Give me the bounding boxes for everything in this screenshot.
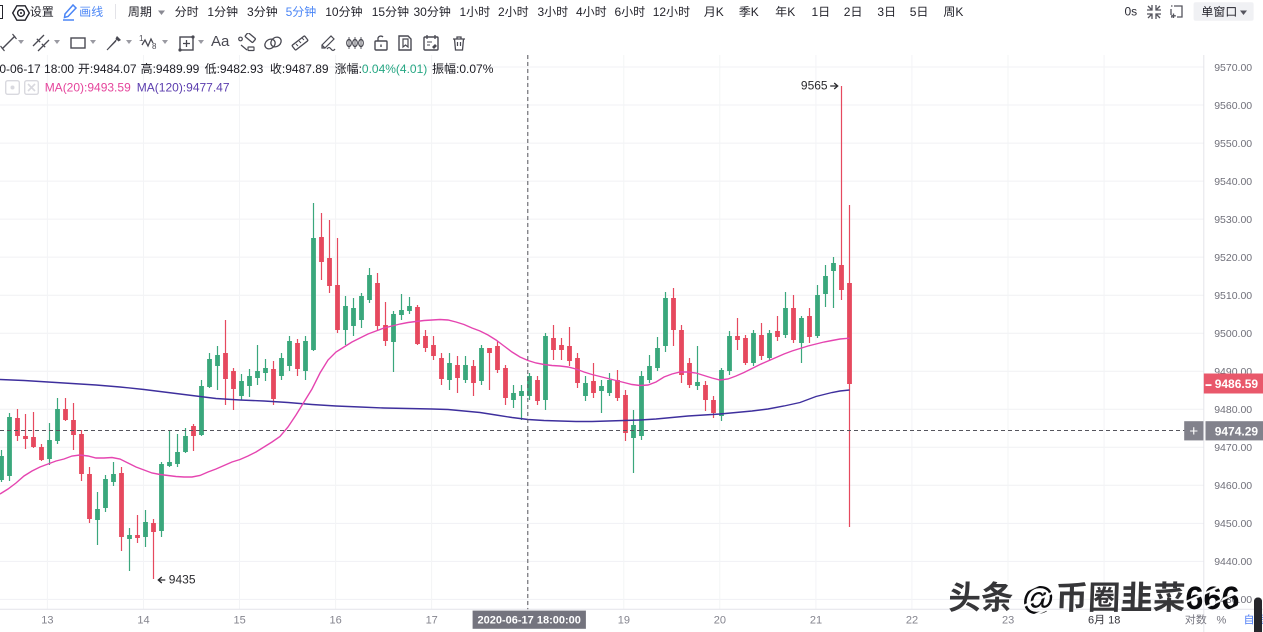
svg-text:21: 21	[810, 615, 822, 627]
svg-text:15: 15	[372, 5, 386, 19]
svg-text:2020-06-17 18:00:00: 2020-06-17 18:00:00	[478, 615, 581, 627]
svg-text:+: +	[1189, 423, 1198, 440]
svg-text:2: 2	[498, 5, 505, 19]
svg-text:30: 30	[414, 5, 428, 19]
svg-text:%: %	[1217, 615, 1227, 627]
svg-text:14: 14	[137, 615, 149, 627]
svg-text:19: 19	[618, 615, 630, 627]
svg-text:K: K	[716, 5, 724, 19]
svg-text:18: 18	[1105, 615, 1120, 627]
svg-text:6: 6	[1088, 615, 1094, 627]
svg-text:1: 1	[460, 5, 467, 19]
svg-text::9482.93: :9482.93	[217, 62, 264, 76]
svg-text:9435: 9435	[169, 573, 196, 587]
svg-text:9530.00: 9530.00	[1214, 214, 1252, 226]
svg-text:9550.00: 9550.00	[1214, 138, 1252, 150]
svg-text:K: K	[787, 5, 795, 19]
svg-text:4: 4	[576, 5, 583, 19]
svg-text:13: 13	[41, 615, 53, 627]
svg-text:1: 1	[207, 5, 214, 19]
svg-text:5: 5	[910, 5, 917, 19]
svg-text:9565: 9565	[801, 79, 828, 93]
svg-text::9487.89: :9487.89	[282, 62, 329, 76]
svg-text:10: 10	[325, 5, 339, 19]
svg-text:9460.00: 9460.00	[1214, 480, 1252, 492]
svg-text:3: 3	[877, 5, 884, 19]
svg-text:9430.00: 9430.00	[1214, 594, 1252, 606]
svg-text:9486.59: 9486.59	[1215, 377, 1259, 391]
svg-text:9520.00: 9520.00	[1214, 252, 1252, 264]
svg-text::0.07%: :0.07%	[456, 62, 494, 76]
svg-text:3: 3	[538, 5, 545, 19]
svg-text::9489.99: :9489.99	[153, 62, 200, 76]
svg-text:20: 20	[714, 615, 726, 627]
svg-text:K: K	[955, 5, 963, 19]
svg-text:22: 22	[906, 615, 918, 627]
svg-text:1: 1	[812, 5, 819, 19]
svg-text:23: 23	[1002, 615, 1014, 627]
svg-text:9480.00: 9480.00	[1214, 404, 1252, 416]
svg-text:9540.00: 9540.00	[1214, 176, 1252, 188]
svg-text:16: 16	[329, 615, 341, 627]
svg-text:17: 17	[426, 615, 438, 627]
svg-text::: :	[359, 62, 362, 76]
svg-text:9440.00: 9440.00	[1214, 556, 1252, 568]
svg-text:1: 1	[139, 34, 144, 43]
svg-text:MA(120):9477.47: MA(120):9477.47	[137, 81, 230, 95]
svg-text:8: 8	[152, 42, 157, 51]
svg-text:3: 3	[247, 5, 254, 19]
svg-text:666: 666	[1185, 580, 1240, 616]
svg-text:2020-06-17 18:00: 2020-06-17 18:00	[0, 62, 74, 76]
svg-text:0s: 0s	[1125, 5, 1138, 19]
svg-text:9570.00: 9570.00	[1214, 62, 1252, 74]
svg-text:9500.00: 9500.00	[1214, 328, 1252, 340]
svg-text:9474.29: 9474.29	[1215, 425, 1259, 439]
svg-text:@: @	[1013, 580, 1055, 616]
svg-text:9470.00: 9470.00	[1214, 442, 1252, 454]
svg-text:9510.00: 9510.00	[1214, 290, 1252, 302]
svg-text::9484.07: :9484.07	[90, 62, 137, 76]
svg-text:2: 2	[844, 5, 851, 19]
svg-text:MA(20):9493.59: MA(20):9493.59	[45, 81, 131, 95]
svg-text:6: 6	[615, 5, 622, 19]
svg-text:15: 15	[233, 615, 245, 627]
svg-text:5: 5	[286, 5, 293, 19]
svg-text:0.04%(4.01): 0.04%(4.01)	[362, 62, 427, 76]
svg-text:9450.00: 9450.00	[1214, 518, 1252, 530]
svg-text:12: 12	[653, 5, 667, 19]
svg-text:K: K	[751, 5, 759, 19]
svg-text:9560.00: 9560.00	[1214, 100, 1252, 112]
